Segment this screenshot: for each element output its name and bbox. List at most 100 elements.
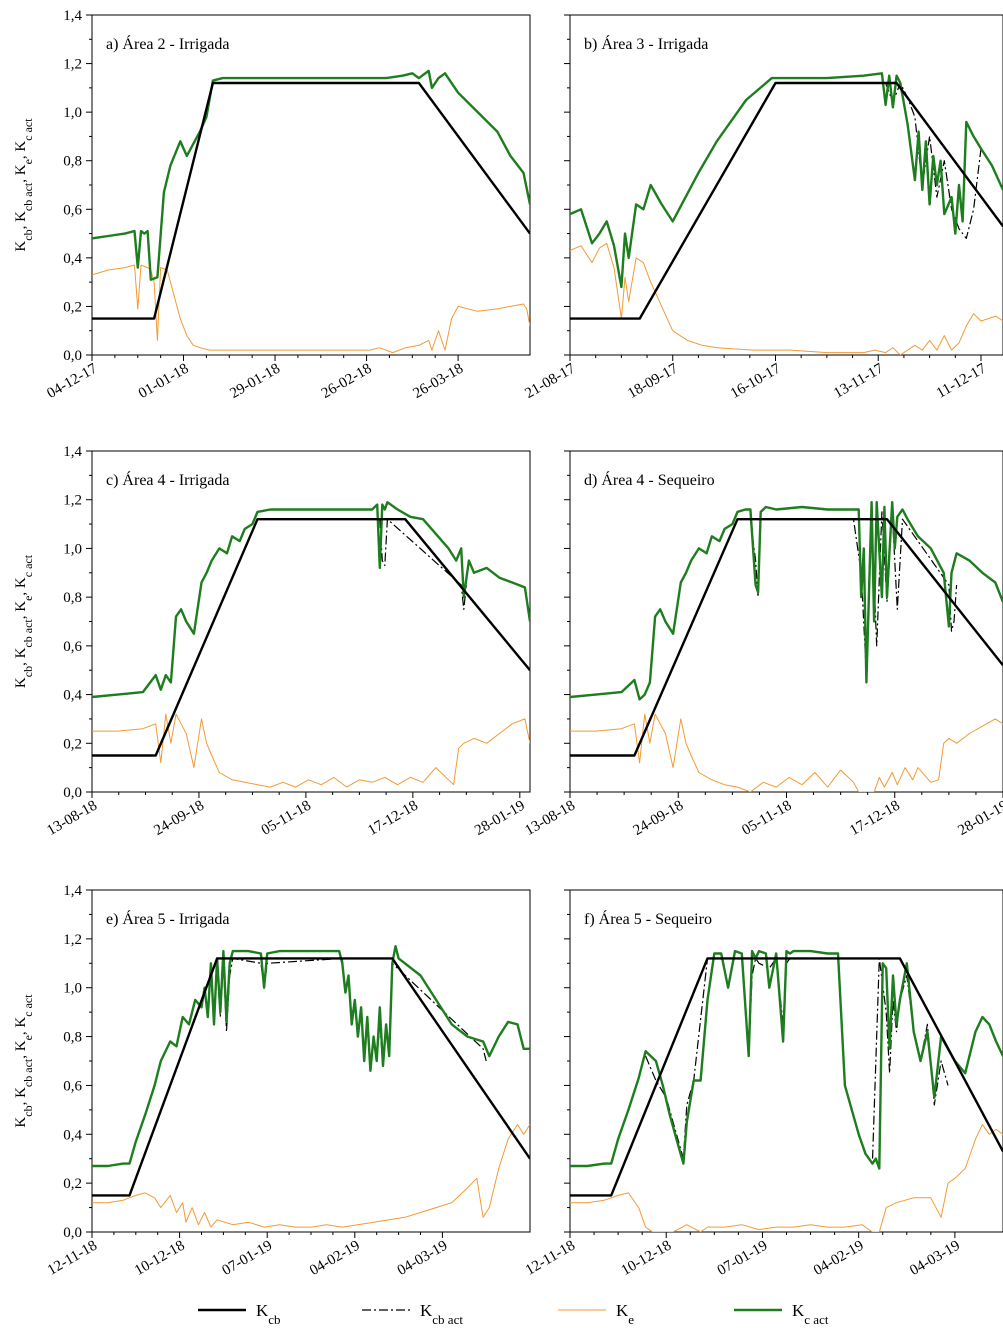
series-layer bbox=[92, 501, 530, 788]
series-line-ke bbox=[92, 264, 530, 354]
x-tick-label: 12-11-18 bbox=[45, 1238, 100, 1279]
x-tick-label: 13-08-18 bbox=[522, 798, 578, 839]
legend-label: Kcb bbox=[256, 1301, 281, 1327]
y-tick-label: 1,2 bbox=[63, 57, 82, 73]
panels-layer: 0,0 0,2 0,4 0,6 0,8 1,0 1,2 1,4 04-12-17 01-01-18… bbox=[13, 8, 1003, 1279]
x-tick-label: 16-10-17 bbox=[728, 360, 784, 402]
y-tick-label: 1,0 bbox=[63, 105, 82, 121]
series-line-kcb bbox=[570, 518, 1003, 757]
y-tick-label: 0,4 bbox=[63, 688, 82, 704]
y-axis-label: Kcb, Kcb act, Ke, Kc act bbox=[13, 554, 35, 688]
series-layer bbox=[570, 501, 1003, 792]
x-tick-label: 24-09-18 bbox=[151, 798, 207, 839]
x-tick-label: 04-12-17 bbox=[44, 360, 100, 402]
x-tick-label: 05-11-18 bbox=[259, 798, 314, 839]
y-axis-label: Kcb, Kcb act, Ke, Kc act bbox=[13, 118, 35, 252]
panel-d: 13-08-18 24-09-18 05-11-18 17-12-18 28-01-19… bbox=[522, 450, 1003, 839]
series-layer bbox=[570, 72, 1003, 355]
y-tick-label: 0,8 bbox=[63, 1030, 82, 1046]
series-line-kc-act bbox=[570, 501, 1003, 701]
panel-e: 0,0 0,2 0,4 0,6 0,8 1,0 1,2 1,4 12-11-18 10-12-18… bbox=[13, 883, 531, 1279]
x-tick-label: 13-11-17 bbox=[831, 360, 887, 401]
legend: Kcb Kcb act Ke Kc act bbox=[198, 1301, 829, 1327]
y-tick-label: 0,6 bbox=[63, 202, 82, 218]
y-tick-label: 0,0 bbox=[63, 348, 82, 364]
x-tick-label: 05-11-18 bbox=[739, 798, 794, 839]
x-tick-label: 04-03-19 bbox=[907, 1238, 963, 1279]
y-tick-label: 0,6 bbox=[63, 639, 82, 655]
series-line-ke bbox=[570, 713, 1003, 792]
y-tick-label: 0,8 bbox=[63, 590, 82, 606]
series-line-kcb-act bbox=[379, 518, 467, 610]
series-line-ke bbox=[92, 1124, 530, 1228]
series-line-ke bbox=[570, 242, 1003, 355]
series-line-kcb bbox=[92, 957, 530, 1197]
panel-title: a) Área 2 - Irrigada bbox=[106, 34, 229, 53]
legend-item-ke: Ke bbox=[558, 1301, 634, 1327]
y-tick-label: 1,2 bbox=[63, 493, 82, 509]
x-tick-label: 17-12-18 bbox=[847, 798, 903, 839]
y-tick-label: 0,4 bbox=[63, 251, 82, 267]
y-tick-label: 1,4 bbox=[63, 444, 82, 460]
legend-item-kcb-act: Kcb act bbox=[362, 1301, 463, 1327]
series-line-kcb bbox=[92, 518, 530, 757]
panel-title: b) Área 3 - Irrigada bbox=[584, 34, 708, 53]
x-tick-label: 28-01-19 bbox=[472, 798, 528, 839]
y-tick-label: 0,6 bbox=[63, 1078, 82, 1094]
legend-item-kcb: Kcb bbox=[198, 1301, 281, 1327]
y-tick-label: 0,0 bbox=[63, 785, 82, 801]
panel-title: e) Área 5 - Irrigada bbox=[106, 909, 229, 928]
x-tick-label: 17-12-18 bbox=[365, 798, 421, 839]
x-tick-label: 04-02-19 bbox=[307, 1238, 363, 1279]
x-tick-label: 07-01-19 bbox=[220, 1238, 276, 1279]
series-line-kc-act bbox=[92, 501, 530, 699]
x-tick-label: 04-02-19 bbox=[811, 1238, 867, 1279]
x-tick-label: 26-02-18 bbox=[319, 361, 375, 402]
y-axis-label: Kcb, Kcb act, Ke, Kc act bbox=[13, 994, 35, 1128]
panel-c: 0,0 0,2 0,4 0,6 0,8 1,0 1,2 1,4 13-08-18 24-09-18… bbox=[13, 444, 531, 839]
series-line-kcb bbox=[570, 957, 1003, 1197]
x-tick-label: 18-09-17 bbox=[625, 360, 681, 402]
panel-a: 0,0 0,2 0,4 0,6 0,8 1,0 1,2 1,4 04-12-17 01-01-18… bbox=[13, 8, 531, 402]
series-line-ke bbox=[92, 713, 530, 788]
x-tick-label: 29-01-18 bbox=[227, 361, 283, 402]
series-line-kcb-act bbox=[749, 511, 958, 676]
legend-label: Ke bbox=[616, 1301, 634, 1327]
legend-label: Kcb act bbox=[420, 1301, 463, 1327]
series-line-kcb bbox=[570, 81, 1003, 320]
series-line-kcb-act bbox=[204, 957, 487, 1072]
y-tick-label: 0,2 bbox=[63, 736, 82, 752]
panel-b: 21-08-17 18-09-17 16-10-17 13-11-17 11-12-17… bbox=[522, 14, 1003, 402]
legend-item-kc-act: Kc act bbox=[734, 1301, 829, 1327]
series-layer bbox=[570, 949, 1003, 1232]
y-tick-label: 0,8 bbox=[63, 154, 82, 170]
y-tick-label: 0,2 bbox=[63, 299, 82, 315]
y-tick-label: 1,0 bbox=[63, 541, 82, 557]
panel-title: f) Área 5 - Sequeiro bbox=[584, 909, 712, 928]
y-tick-label: 0,2 bbox=[63, 1176, 82, 1192]
series-line-kcb bbox=[92, 81, 530, 320]
plot-frame bbox=[91, 889, 531, 1233]
plot-frame bbox=[569, 450, 1003, 793]
x-tick-label: 01-01-18 bbox=[136, 361, 192, 402]
x-tick-label: 11-12-17 bbox=[934, 360, 990, 401]
panel-title: c) Área 4 - Irrigada bbox=[106, 470, 229, 489]
x-tick-label: 26-03-18 bbox=[410, 361, 466, 402]
series-line-ke bbox=[570, 1124, 1003, 1232]
panel-f: 12-11-18 10-12-18 07-01-19 04-02-19 04-03-19… bbox=[523, 889, 1003, 1279]
series-line-kc-act bbox=[92, 69, 530, 281]
panel-title: d) Área 4 - Sequeiro bbox=[584, 470, 715, 489]
series-line-kc-act bbox=[570, 72, 1003, 289]
y-tick-label: 1,4 bbox=[63, 883, 82, 899]
x-tick-label: 07-01-19 bbox=[715, 1238, 771, 1279]
legend-label: Kc act bbox=[792, 1301, 829, 1327]
x-tick-label: 21-08-17 bbox=[522, 360, 578, 402]
series-layer bbox=[92, 945, 530, 1228]
x-tick-label: 28-01-19 bbox=[955, 798, 1003, 839]
x-tick-label: 12-11-18 bbox=[523, 1238, 578, 1279]
x-tick-label: 04-03-19 bbox=[395, 1238, 451, 1279]
series-line-kc-act bbox=[92, 945, 530, 1168]
y-tick-label: 0,4 bbox=[63, 1127, 82, 1143]
y-tick-label: 1,2 bbox=[63, 932, 82, 948]
